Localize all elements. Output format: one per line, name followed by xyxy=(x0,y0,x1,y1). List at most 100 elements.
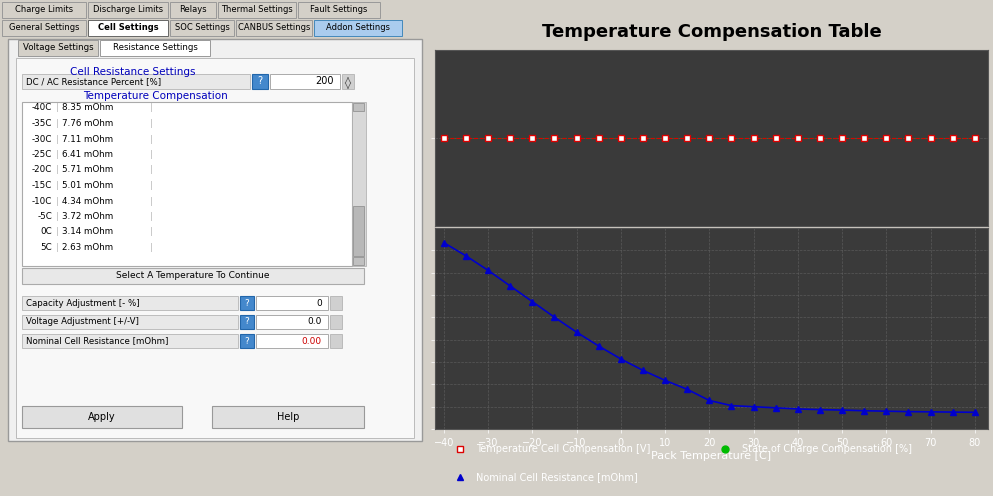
Bar xyxy=(330,334,342,348)
Text: Nominal Cell Resistance [mOhm]: Nominal Cell Resistance [mOhm] xyxy=(26,336,169,346)
Text: Voltage Settings: Voltage Settings xyxy=(23,44,93,53)
Text: -5C: -5C xyxy=(37,212,52,221)
Text: |: | xyxy=(56,181,59,190)
Bar xyxy=(256,315,328,329)
Text: Select A Temperature To Continue: Select A Temperature To Continue xyxy=(116,271,270,281)
Bar xyxy=(352,102,366,266)
Text: 8.35 mOhm: 8.35 mOhm xyxy=(62,104,113,113)
Text: |: | xyxy=(150,243,153,252)
Text: |: | xyxy=(56,134,59,143)
Text: |: | xyxy=(56,150,59,159)
Bar xyxy=(353,257,364,265)
Text: |: | xyxy=(150,150,153,159)
Bar xyxy=(236,20,312,36)
Text: |: | xyxy=(56,243,59,252)
Bar xyxy=(298,2,380,18)
Text: 5.01 mOhm: 5.01 mOhm xyxy=(62,181,113,190)
Text: -15C: -15C xyxy=(32,181,52,190)
Bar xyxy=(22,74,250,89)
Text: Fault Settings: Fault Settings xyxy=(310,5,367,14)
Bar xyxy=(2,20,86,36)
Text: ?: ? xyxy=(244,336,249,346)
Text: 4.34 mOhm: 4.34 mOhm xyxy=(62,196,113,205)
Bar xyxy=(88,2,168,18)
Bar xyxy=(270,74,340,89)
Bar xyxy=(314,20,402,36)
Bar xyxy=(256,334,328,348)
Text: Resistance Settings: Resistance Settings xyxy=(112,44,198,53)
Bar xyxy=(240,334,254,348)
Text: 3.72 mOhm: 3.72 mOhm xyxy=(62,212,113,221)
Text: -35C: -35C xyxy=(32,119,52,128)
Bar xyxy=(22,268,364,284)
Text: |: | xyxy=(150,166,153,175)
Text: 2.63 mOhm: 2.63 mOhm xyxy=(62,243,113,252)
Text: |: | xyxy=(150,228,153,237)
Bar xyxy=(22,334,238,348)
Bar xyxy=(170,2,216,18)
Text: -30C: -30C xyxy=(32,134,52,143)
Text: |: | xyxy=(56,166,59,175)
Text: 0.00: 0.00 xyxy=(302,336,322,346)
Text: Temperature Compensation Table: Temperature Compensation Table xyxy=(541,23,882,41)
Text: -40C: -40C xyxy=(32,104,52,113)
Text: 7.11 mOhm: 7.11 mOhm xyxy=(62,134,113,143)
Text: 0C: 0C xyxy=(41,228,52,237)
Text: Cell Settings: Cell Settings xyxy=(97,23,158,33)
Text: State of Charge Compensation [%]: State of Charge Compensation [%] xyxy=(742,444,912,454)
Bar xyxy=(170,20,234,36)
Text: ?: ? xyxy=(244,299,249,308)
Bar xyxy=(330,315,342,329)
Text: Help: Help xyxy=(277,412,299,422)
Text: ?: ? xyxy=(257,76,262,86)
Text: 6.41 mOhm: 6.41 mOhm xyxy=(62,150,113,159)
Text: |: | xyxy=(56,104,59,113)
Text: SOC Settings: SOC Settings xyxy=(175,23,229,33)
Y-axis label: Internal Resistance [mOhm]: Internal Resistance [mOhm] xyxy=(405,260,415,397)
Text: 3.14 mOhm: 3.14 mOhm xyxy=(62,228,113,237)
Bar xyxy=(22,296,238,310)
Text: |: | xyxy=(56,228,59,237)
Text: -20C: -20C xyxy=(32,166,52,175)
Text: 5C: 5C xyxy=(41,243,52,252)
Bar xyxy=(212,406,364,428)
Text: |: | xyxy=(150,134,153,143)
Text: ?: ? xyxy=(244,317,249,326)
Bar xyxy=(88,20,168,36)
Text: |: | xyxy=(56,212,59,221)
Text: Nominal Cell Resistance [mOhm]: Nominal Cell Resistance [mOhm] xyxy=(477,472,638,482)
Text: Charge Limits: Charge Limits xyxy=(15,5,73,14)
X-axis label: Pack Temperature [C]: Pack Temperature [C] xyxy=(651,451,772,461)
Text: Temperature Compensation: Temperature Compensation xyxy=(82,91,227,101)
Bar xyxy=(218,2,296,18)
Bar xyxy=(353,103,364,111)
Y-axis label: Voltage / SOC Compensation: Voltage / SOC Compensation xyxy=(359,67,369,208)
Bar xyxy=(256,296,328,310)
Text: |: | xyxy=(56,119,59,128)
Text: -25C: -25C xyxy=(32,150,52,159)
Text: Discharge Limits: Discharge Limits xyxy=(93,5,163,14)
Bar xyxy=(330,296,342,310)
Bar xyxy=(22,315,238,329)
Bar xyxy=(22,102,352,266)
Text: 0.0: 0.0 xyxy=(308,317,322,326)
Text: General Settings: General Settings xyxy=(9,23,79,33)
Bar xyxy=(22,406,182,428)
Text: |: | xyxy=(150,119,153,128)
Text: |: | xyxy=(56,196,59,205)
Bar xyxy=(342,74,354,89)
Text: |: | xyxy=(150,196,153,205)
Text: Capacity Adjustment [- %]: Capacity Adjustment [- %] xyxy=(26,299,140,308)
Text: 0: 0 xyxy=(316,299,322,308)
Text: Addon Settings: Addon Settings xyxy=(326,23,390,33)
Text: DC / AC Resistance Percent [%]: DC / AC Resistance Percent [%] xyxy=(26,77,161,86)
Text: |: | xyxy=(150,212,153,221)
Bar xyxy=(252,74,268,89)
Text: CANBUS Settings: CANBUS Settings xyxy=(237,23,310,33)
Text: |: | xyxy=(150,104,153,113)
Bar xyxy=(240,296,254,310)
Bar xyxy=(8,39,422,441)
Bar xyxy=(2,2,86,18)
Text: 7.76 mOhm: 7.76 mOhm xyxy=(62,119,113,128)
Text: Cell Resistance Settings: Cell Resistance Settings xyxy=(70,67,196,77)
